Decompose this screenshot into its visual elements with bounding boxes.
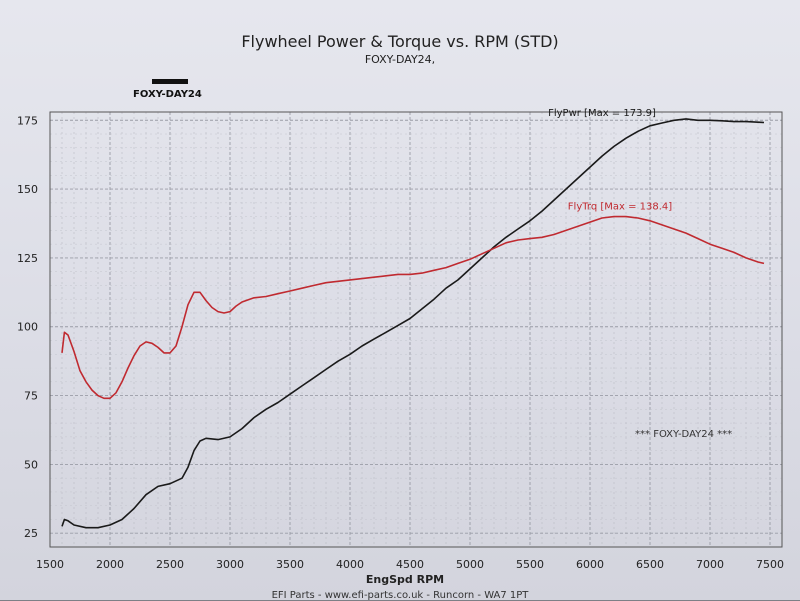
- x-tick-label: 6000: [576, 558, 604, 571]
- legend-label: FOXY-DAY24: [133, 89, 202, 100]
- y-tick-label: 100: [17, 321, 38, 334]
- legend-swatch: [152, 79, 188, 84]
- chart-subtitle: FOXY-DAY24,: [364, 53, 436, 66]
- x-tick-label: 6500: [636, 558, 664, 571]
- x-tick-label: 7500: [756, 558, 784, 571]
- y-tick-label: 75: [24, 390, 38, 403]
- y-tick-label: 50: [24, 458, 38, 471]
- y-tick-label: 175: [17, 114, 38, 127]
- plot-frame: [49, 111, 783, 548]
- annotation-label: FlyPwr [Max = 173.9]: [548, 108, 656, 119]
- x-tick-label: 2500: [156, 558, 184, 571]
- y-tick-labels: 25 50 75 100 125 150 175: [17, 114, 38, 540]
- series-lines: [61, 118, 765, 529]
- x-tick-label: 4500: [396, 558, 424, 571]
- annotations: FlyPwr [Max = 173.9] FlyTrq [Max = 138.4]…: [548, 108, 732, 440]
- y-tick-label: 150: [17, 183, 38, 196]
- grid-lines: [50, 112, 782, 547]
- series-line-flytrq: [61, 215, 765, 400]
- annotation-label: *** FOXY-DAY24 ***: [635, 429, 732, 440]
- x-tick-label: 4000: [336, 558, 364, 571]
- footer-text: EFI Parts - www.efi-parts.co.uk - Runcor…: [271, 590, 529, 601]
- x-tick-label: 7000: [696, 558, 724, 571]
- chart-title: Flywheel Power & Torque vs. RPM (STD): [241, 32, 559, 51]
- x-tick-label: 5000: [456, 558, 484, 571]
- x-tick-label: 2000: [96, 558, 124, 571]
- y-tick-label: 125: [17, 252, 38, 265]
- x-tick-label: 5500: [516, 558, 544, 571]
- annotation-label: FlyTrq [Max = 138.4]: [568, 202, 672, 213]
- y-tick-label: 25: [24, 527, 38, 540]
- x-tick-label: 1500: [36, 558, 64, 571]
- x-tick-labels: 1500 2000 2500 3000 3500 4000 4500 5000 5500 6000…: [36, 558, 784, 571]
- x-tick-label: 3500: [276, 558, 304, 571]
- series-line-flypwr: [61, 118, 765, 529]
- x-axis-label: EngSpd RPM: [366, 573, 444, 586]
- x-tick-label: 3000: [216, 558, 244, 571]
